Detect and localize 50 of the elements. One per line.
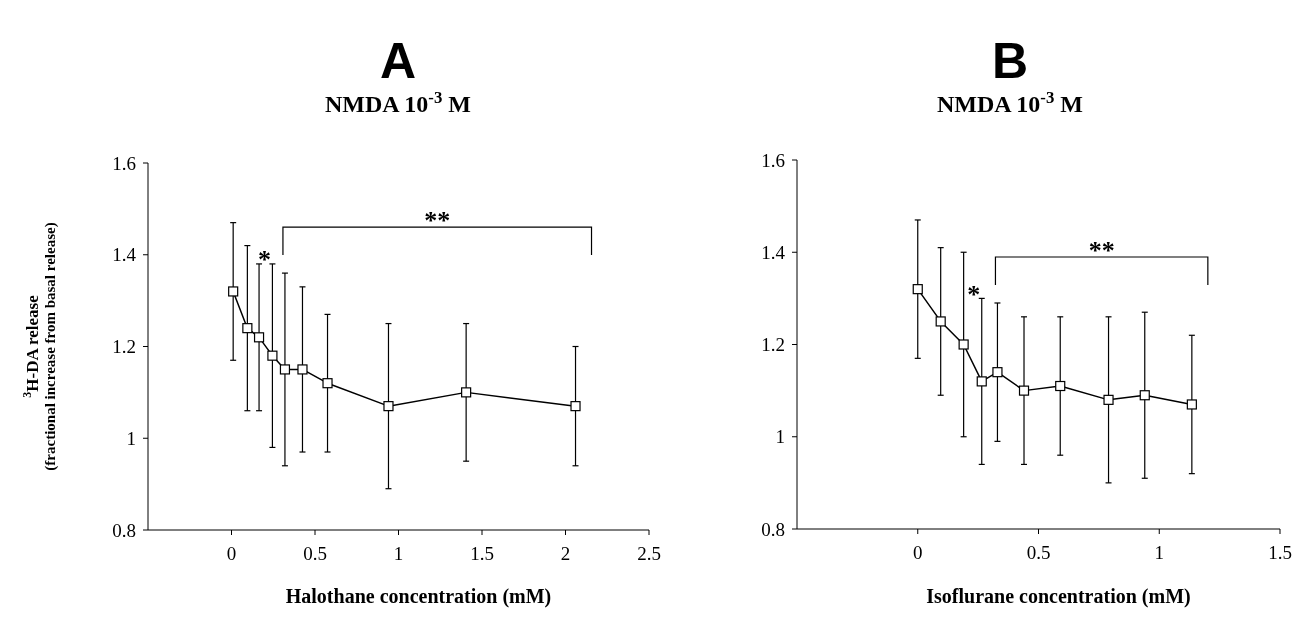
point — [279, 364, 291, 375]
chart-title: A — [379, 33, 417, 89]
y-tick-label: 0.8 — [112, 519, 136, 541]
x-tick-label: 0.5 — [303, 543, 327, 564]
x-tick-label: 0 — [226, 543, 237, 564]
point — [1139, 390, 1150, 401]
x-axis-title: Halothane concentration (mM) — [285, 585, 552, 608]
point — [992, 367, 1003, 378]
x-tick-label: 2 — [560, 543, 571, 564]
x-tick-label: 1 — [393, 543, 404, 564]
y-tick-label: 1.4 — [112, 244, 137, 266]
x-tick-label: 1.5 — [1268, 542, 1292, 563]
chart-title: B — [991, 33, 1029, 89]
point — [570, 401, 581, 412]
y-tick-label: 1 — [126, 427, 136, 449]
y-tick-label: 1.4 — [761, 241, 786, 263]
x-tick-label: 0.5 — [1026, 542, 1051, 563]
annotation: * — [257, 245, 271, 275]
point — [242, 323, 253, 334]
y-tick-label: 1.2 — [761, 334, 785, 356]
annotation: * — [967, 279, 981, 309]
point — [935, 316, 946, 327]
x-tick-label: 0 — [913, 542, 923, 563]
y-tick-label: 0.8 — [761, 518, 785, 540]
point — [461, 387, 472, 398]
point — [322, 378, 333, 389]
point — [253, 332, 265, 343]
x-tick-label: 2.5 — [637, 543, 661, 564]
x-tick-label: 1 — [1154, 542, 1164, 563]
annotation: ** — [424, 206, 451, 236]
point — [383, 401, 394, 412]
chart-subtitle: NMDA 10$^{-3}$ M — [937, 87, 1083, 117]
point — [976, 376, 987, 387]
x-tick-label: 1.5 — [470, 543, 494, 564]
y-tick-label: 1.6 — [112, 152, 136, 174]
x-axis-title: Isoflurane concentration (mM) — [926, 585, 1191, 608]
annotation: ** — [1088, 236, 1115, 266]
point — [297, 364, 308, 375]
point — [912, 284, 923, 295]
point — [958, 339, 969, 350]
chart-subtitle: NMDA 10$^{-3}$ M — [325, 87, 471, 117]
point — [1055, 380, 1066, 392]
y-tick-label: 1.6 — [761, 149, 785, 171]
point — [228, 286, 239, 297]
point — [1018, 385, 1030, 396]
point — [1186, 399, 1197, 410]
y-tick-label: 1 — [775, 426, 785, 448]
point — [267, 350, 278, 361]
y-tick-label: 1.2 — [112, 336, 136, 358]
point — [1103, 394, 1114, 405]
